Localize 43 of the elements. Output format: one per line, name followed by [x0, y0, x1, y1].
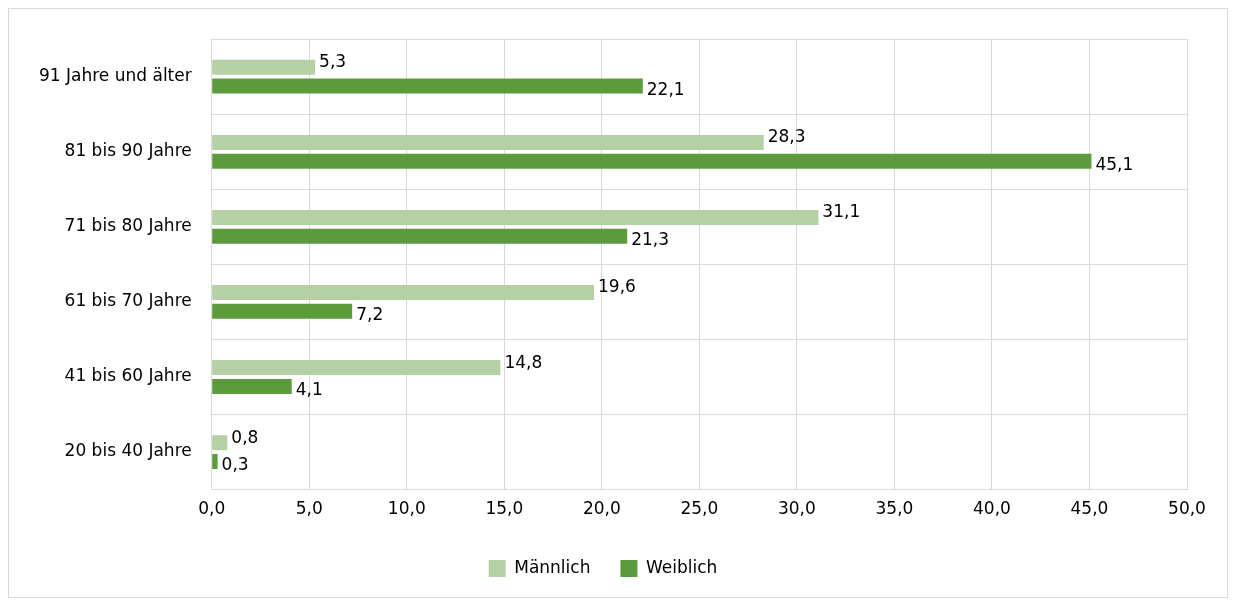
- y-tick-label: 41 bis 60 Jahre: [64, 365, 192, 386]
- data-label: 7,2: [356, 304, 384, 325]
- legend-label: Weiblich: [645, 556, 718, 577]
- y-tick-label: 20 bis 40 Jahre: [64, 440, 192, 461]
- data-label: 14,8: [504, 351, 543, 372]
- data-label: 5,3: [319, 51, 347, 72]
- bar: [212, 59, 316, 75]
- bar: [212, 209, 819, 225]
- x-tick-label: 15,0: [485, 498, 524, 519]
- y-tick-label: 61 bis 70 Jahre: [64, 290, 192, 311]
- data-label: 45,1: [1095, 154, 1134, 175]
- bar: [212, 134, 764, 150]
- x-tick-label: 0,0: [198, 498, 226, 519]
- y-tick-label: 81 bis 90 Jahre: [64, 140, 192, 161]
- data-label: 0,8: [231, 426, 259, 447]
- bar: [212, 360, 501, 376]
- x-tick-label: 25,0: [680, 498, 719, 519]
- bar: [212, 435, 228, 451]
- data-label: 21,3: [631, 229, 670, 250]
- x-tick-label: 45,0: [1070, 498, 1109, 519]
- bar: [212, 228, 628, 244]
- x-tick-label: 40,0: [973, 498, 1011, 519]
- x-tick-label: 35,0: [875, 498, 914, 519]
- y-tick-label: 71 bis 80 Jahre: [64, 215, 192, 236]
- y-tick-label: 91 Jahre und älter: [39, 65, 192, 86]
- bar: [212, 378, 292, 394]
- bar: [212, 453, 218, 469]
- bar: [212, 153, 1092, 169]
- x-tick-label: 20,0: [582, 498, 621, 519]
- x-tick-label: 5,0: [295, 498, 323, 519]
- data-label: 22,1: [646, 79, 685, 100]
- data-label: 19,6: [598, 276, 636, 297]
- data-label: 28,3: [767, 126, 806, 147]
- data-label: 0,3: [221, 454, 249, 475]
- bar: [212, 303, 353, 319]
- x-tick-label: 30,0: [777, 498, 816, 519]
- bar: [212, 285, 595, 301]
- data-label: 4,1: [295, 379, 323, 400]
- bar: [212, 78, 643, 94]
- x-tick-label: 10,0: [387, 498, 426, 519]
- legend-label: Männlich: [514, 556, 591, 577]
- x-tick-label: 50,0: [1168, 498, 1206, 519]
- data-label: 31,1: [822, 201, 861, 222]
